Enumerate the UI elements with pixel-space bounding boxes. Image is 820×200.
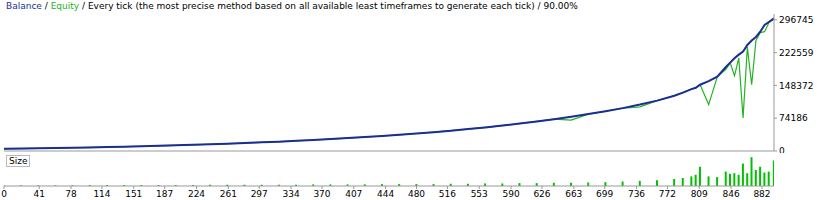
svg-text:187: 187 bbox=[156, 189, 173, 199]
svg-text:0: 0 bbox=[779, 146, 785, 153]
svg-text:809: 809 bbox=[691, 189, 708, 199]
svg-text:114: 114 bbox=[93, 189, 110, 199]
svg-text:224: 224 bbox=[188, 189, 205, 199]
svg-text:297: 297 bbox=[251, 189, 268, 199]
svg-text:151: 151 bbox=[125, 189, 142, 199]
svg-text:882: 882 bbox=[753, 189, 770, 199]
svg-text:370: 370 bbox=[313, 189, 330, 199]
svg-text:41: 41 bbox=[34, 189, 45, 199]
svg-text:334: 334 bbox=[282, 189, 299, 199]
svg-text:663: 663 bbox=[565, 189, 582, 199]
svg-text:590: 590 bbox=[502, 189, 519, 199]
svg-text:74186: 74186 bbox=[779, 113, 808, 123]
svg-text:148372: 148372 bbox=[779, 81, 812, 91]
svg-text:480: 480 bbox=[408, 189, 425, 199]
svg-text:699: 699 bbox=[596, 189, 613, 199]
svg-text:553: 553 bbox=[471, 189, 488, 199]
svg-text:846: 846 bbox=[722, 189, 739, 199]
html-text:Size: Size bbox=[9, 156, 28, 166]
svg-text:626: 626 bbox=[533, 189, 550, 199]
svg-text:261: 261 bbox=[220, 189, 237, 199]
svg-text:407: 407 bbox=[345, 189, 362, 199]
svg-text:78: 78 bbox=[65, 189, 77, 199]
html-text:Balance / Equity / Every tick: Balance / Equity / Every tick (the most … bbox=[6, 1, 578, 11]
svg-text:736: 736 bbox=[628, 189, 645, 199]
svg-text:516: 516 bbox=[439, 189, 456, 199]
svg-text:772: 772 bbox=[659, 189, 676, 199]
svg-text:296745: 296745 bbox=[779, 15, 812, 25]
svg-text:222559: 222559 bbox=[779, 48, 812, 58]
svg-text:444: 444 bbox=[377, 189, 394, 199]
